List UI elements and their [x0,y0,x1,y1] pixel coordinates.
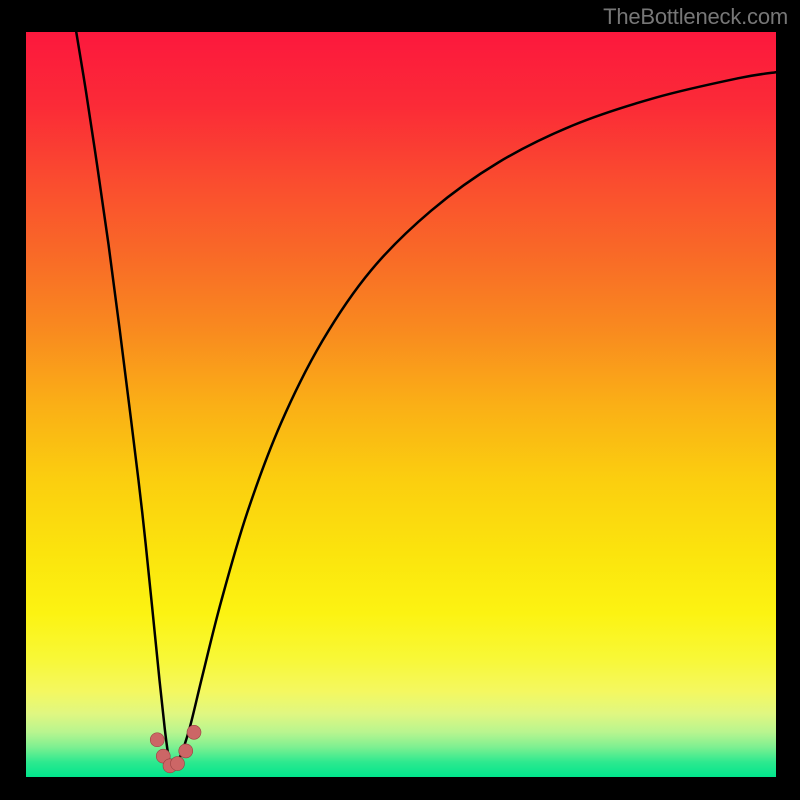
gradient-background [26,32,776,777]
nadir-marker [171,757,185,771]
nadir-marker [187,725,201,739]
bottleneck-chart: TheBottleneck.com [0,0,800,800]
nadir-marker [179,744,193,758]
nadir-marker [150,733,164,747]
chart-svg [0,0,800,800]
